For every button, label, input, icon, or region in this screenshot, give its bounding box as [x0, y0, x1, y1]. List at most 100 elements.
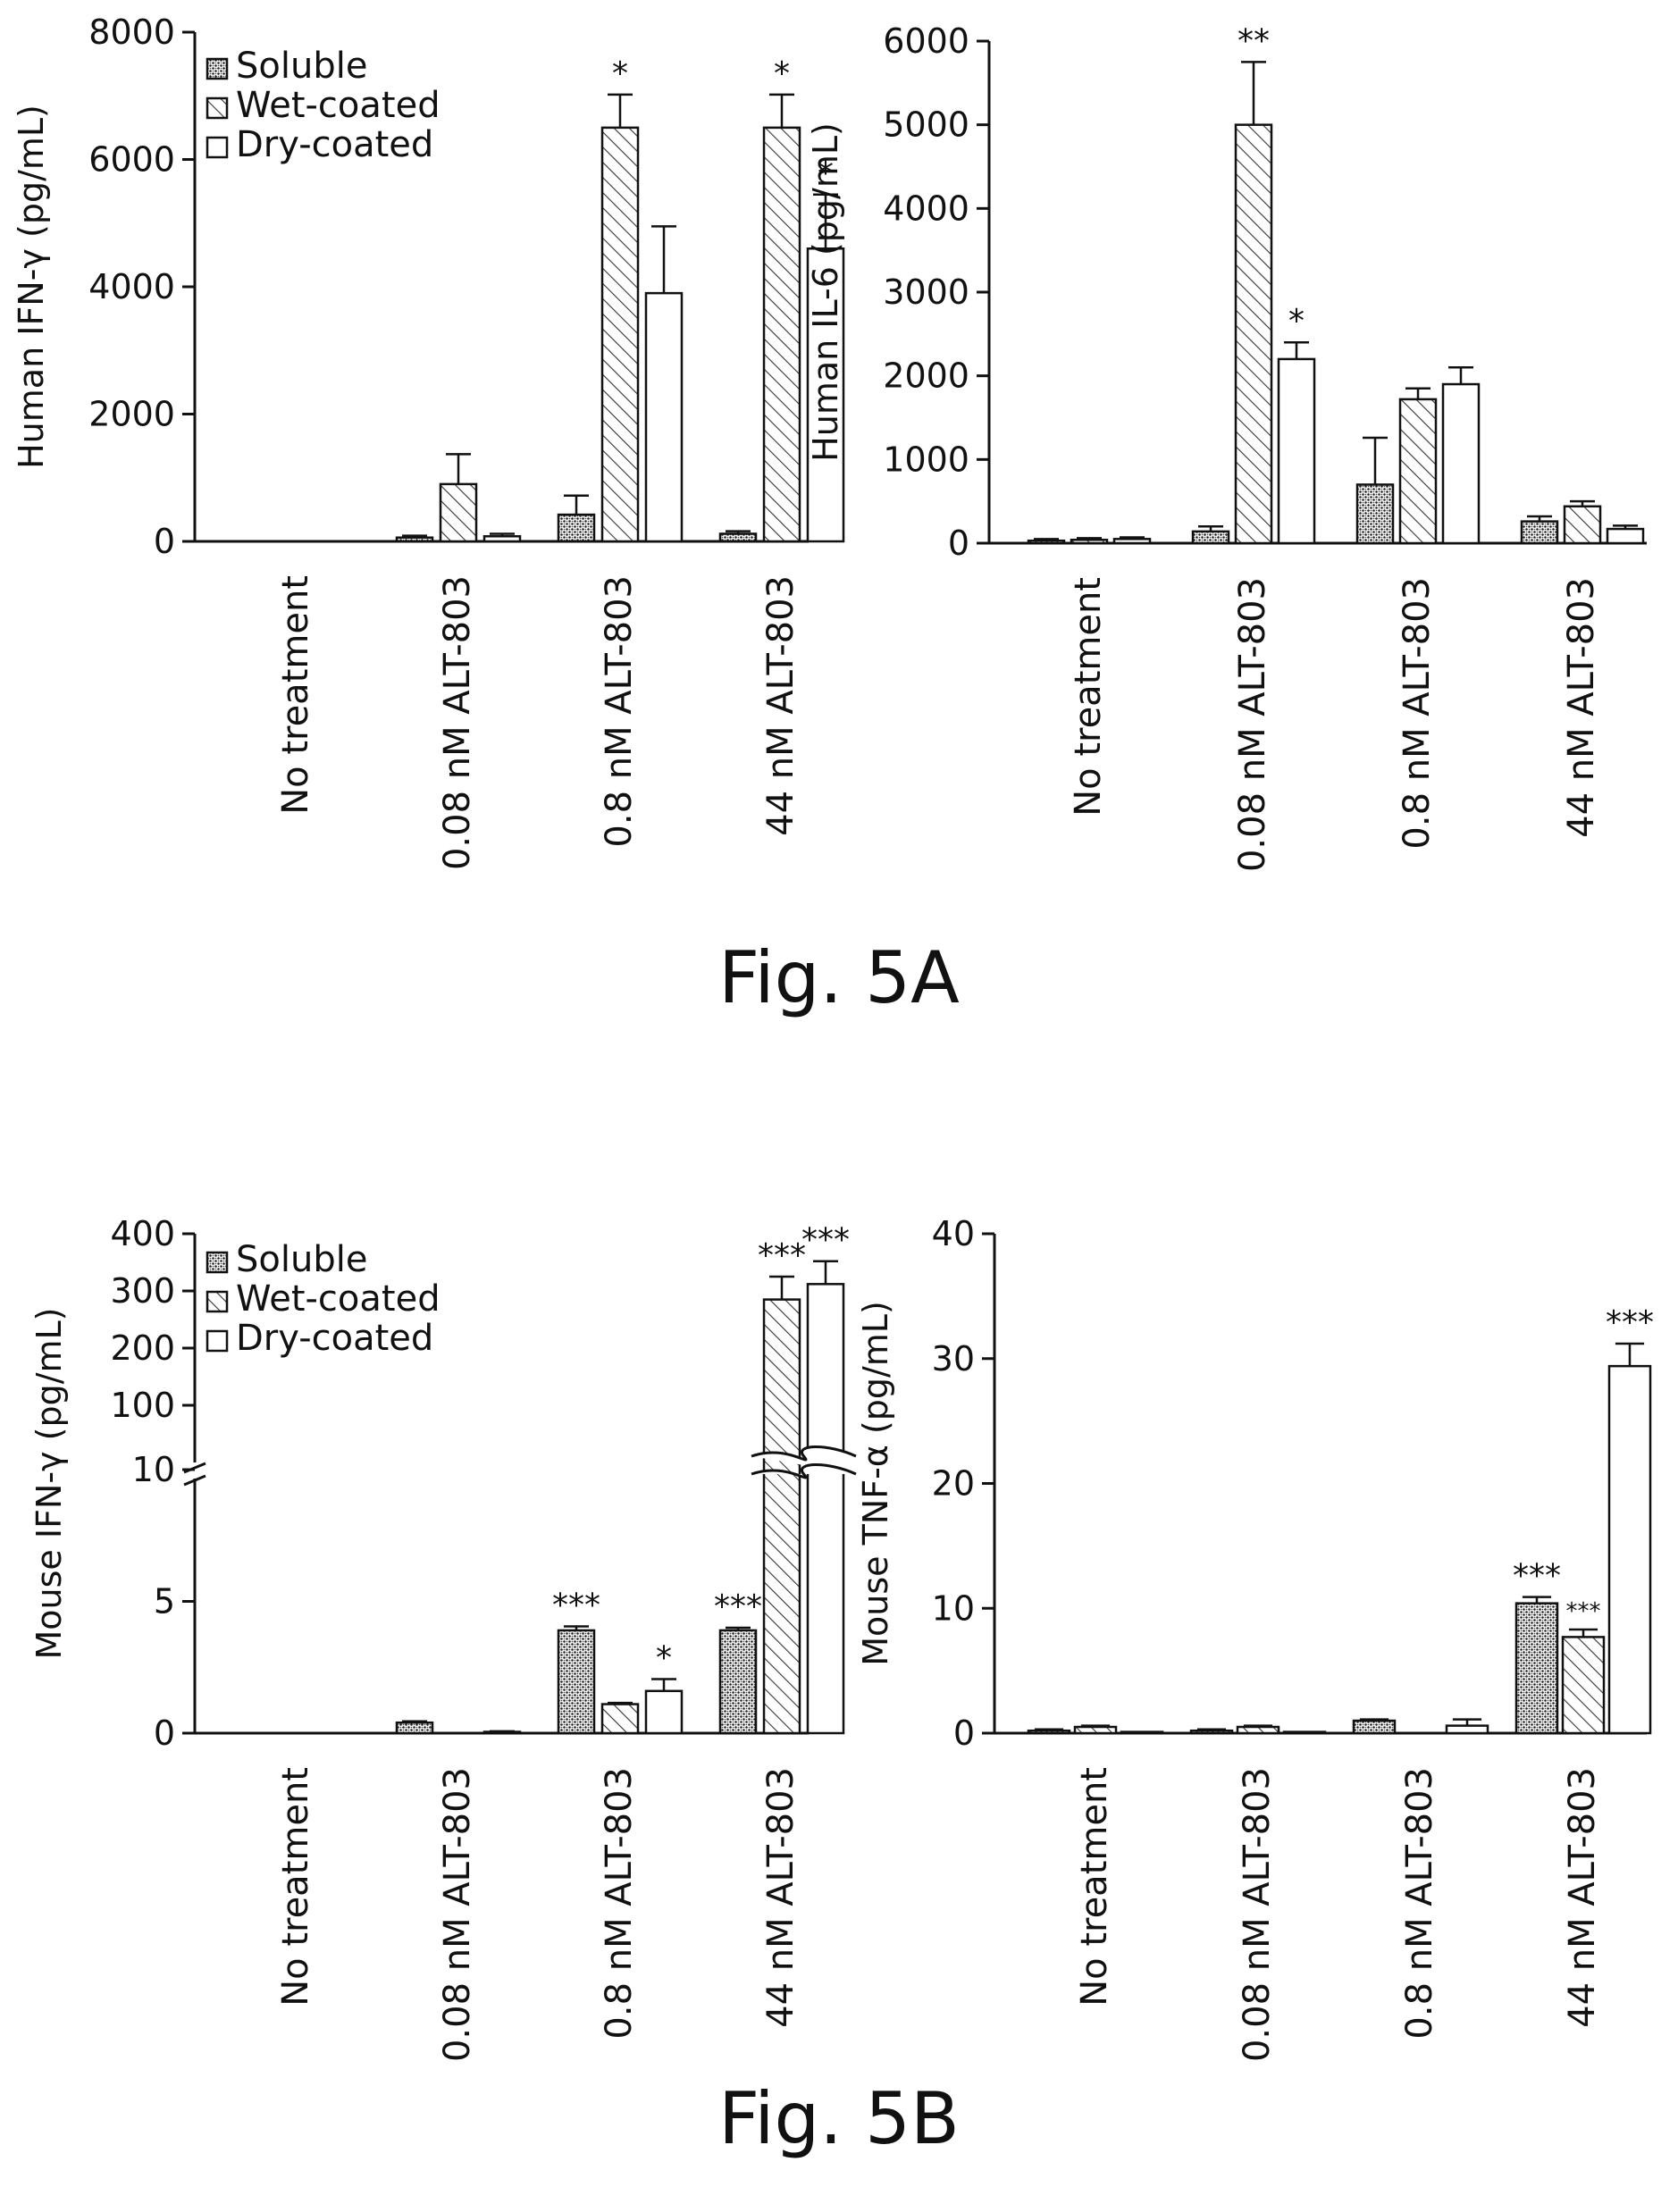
significance-marker: *** — [1566, 1598, 1601, 1625]
bar-dry-coated — [644, 1689, 684, 1735]
bar-wet-coated — [1234, 123, 1273, 545]
significance-marker: * — [612, 55, 628, 92]
significance-marker: *** — [552, 1588, 600, 1624]
axis-break-wave — [751, 1445, 857, 1462]
bar-soluble — [395, 536, 434, 543]
bar-dry-coated — [1441, 382, 1481, 545]
axis-break-wave — [751, 1463, 857, 1479]
y-tick-label: 200 — [110, 1328, 175, 1368]
bar-soluble — [1191, 530, 1230, 545]
bar-dry-coated — [806, 247, 845, 543]
y-tick-label: 10 — [932, 1588, 975, 1628]
legend-label: Soluble — [236, 46, 367, 87]
x-category-label: 0.08 nM ALT-803 — [437, 575, 478, 870]
legend-swatch-soluble — [206, 1251, 229, 1274]
y-axis-label: Human IFN-γ (pg/mL) — [12, 105, 51, 469]
bar-wet-coated — [1563, 505, 1602, 545]
bar-soluble — [718, 1629, 758, 1735]
bar-soluble — [1027, 539, 1066, 545]
bar-dry-coated — [482, 535, 522, 543]
figure-label-5b: Fig. 5B — [718, 2077, 960, 2160]
figure-label-5a: Fig. 5A — [718, 936, 960, 1019]
y-tick-label: 30 — [932, 1339, 975, 1378]
bar-dry-coated — [644, 291, 684, 543]
significance-marker: * — [774, 55, 790, 92]
y-tick-label: 0 — [154, 1713, 175, 1753]
y-tick-label: 0 — [948, 524, 969, 563]
chart-panel-2: 0 1000 2000 3000 4000 5000 6000 Human IL-6 (pg/… — [806, 21, 1647, 872]
bar-soluble — [557, 1629, 596, 1735]
x-category-label: 0.8 nM ALT-803 — [599, 575, 640, 848]
x-category-label: 44 nM ALT-803 — [760, 1767, 801, 2028]
bar-wet-coated — [1561, 1636, 1606, 1735]
legend-swatch-wet-coated — [206, 1290, 229, 1313]
significance-marker: *** — [714, 1588, 762, 1625]
y-tick-label: 1000 — [883, 440, 969, 479]
bar-wet-coated — [762, 126, 801, 543]
x-category-label: 44 nM ALT-803 — [1561, 577, 1602, 838]
y-tick-label: 5 — [154, 1582, 175, 1621]
bar-wet-coated — [600, 126, 640, 543]
y-tick-label: 400 — [110, 1214, 175, 1253]
y-tick-label: 8000 — [88, 13, 175, 52]
significance-marker: *** — [758, 1237, 806, 1274]
y-tick-label: 6000 — [88, 140, 175, 180]
bar-wet-coated — [1398, 398, 1438, 545]
bar-dry-coated — [1445, 1724, 1489, 1735]
axis-break-gap — [751, 1446, 856, 1479]
significance-marker: ** — [1238, 22, 1270, 59]
y-tick-label: 0 — [953, 1713, 975, 1753]
legend-label: Dry-coated — [236, 1318, 433, 1359]
bar-wet-coated — [1070, 539, 1109, 545]
significance-marker: * — [656, 1640, 672, 1677]
y-tick-label: 4000 — [88, 267, 175, 306]
bar-dry-coated — [1606, 527, 1645, 545]
bar-wet-coated — [600, 1703, 640, 1735]
x-category-label: 0.8 nM ALT-803 — [1399, 1767, 1440, 2040]
bar-soluble — [557, 513, 596, 543]
y-axis-label: Mouse IFN-γ (pg/mL) — [29, 1307, 69, 1659]
x-category-label: 0.08 nM ALT-803 — [1232, 577, 1273, 872]
x-category-label: 0.08 nM ALT-803 — [437, 1767, 478, 2062]
bar-soluble — [1027, 1729, 1071, 1735]
significance-marker: *** — [1606, 1304, 1654, 1341]
x-category-label: No treatment — [1074, 1767, 1115, 2007]
legend-swatch-dry-coated — [206, 1329, 229, 1353]
legend-swatch-soluble — [206, 57, 229, 80]
y-tick-label: 2000 — [88, 395, 175, 434]
legend-label: Dry-coated — [236, 124, 433, 165]
x-category-label: No treatment — [275, 575, 316, 815]
y-tick-label: 2000 — [883, 356, 969, 396]
bar-wet-coated — [1236, 1725, 1280, 1735]
bar-dry-coated — [1120, 1730, 1164, 1735]
x-category-label: No treatment — [275, 1767, 316, 2007]
legend-label: Wet-coated — [236, 85, 440, 126]
chart-panel-1: 0 2000 4000 6000 8000 Human IFN-γ (pg/mL) * * * N… — [12, 13, 845, 870]
y-tick-label: 3000 — [883, 272, 969, 312]
bar-soluble — [1355, 483, 1395, 545]
x-category-label: No treatment — [1068, 577, 1109, 817]
legend-label: Wet-coated — [236, 1278, 440, 1320]
bar-wet-coated — [1073, 1725, 1118, 1735]
y-tick-label: 10 — [132, 1450, 175, 1489]
y-axis-label: Mouse TNF-α (pg/mL) — [856, 1301, 895, 1666]
bar-soluble — [1514, 1602, 1559, 1735]
x-category-label: 44 nM ALT-803 — [1562, 1767, 1603, 2028]
bar-dry-coated — [1282, 1730, 1327, 1735]
bar-wet-coated — [762, 1298, 801, 1735]
y-tick-label: 0 — [154, 522, 175, 561]
x-category-label: 0.8 nM ALT-803 — [1397, 577, 1438, 850]
bar-soluble — [1189, 1729, 1234, 1735]
legend-label: Soluble — [236, 1239, 367, 1280]
bar-soluble — [718, 532, 758, 543]
y-tick-label: 300 — [110, 1271, 175, 1311]
significance-marker: * — [1288, 303, 1305, 339]
y-tick-label: 100 — [110, 1386, 175, 1425]
bar-dry-coated — [1112, 538, 1152, 545]
